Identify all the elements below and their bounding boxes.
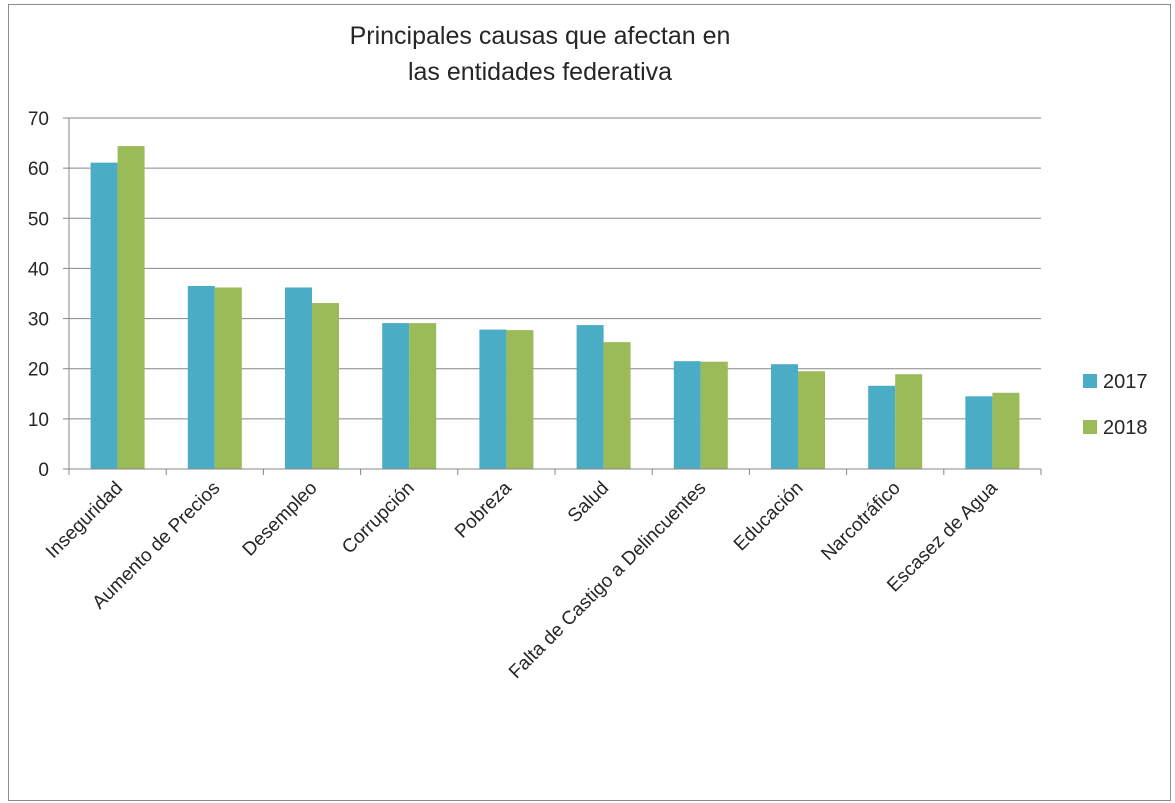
x-tick-label: Corrupción bbox=[338, 478, 419, 559]
bar-2018 bbox=[992, 392, 1020, 469]
x-tick-label: Salud bbox=[564, 478, 613, 527]
bar-2018 bbox=[798, 371, 825, 469]
y-tick-label: 0 bbox=[38, 460, 49, 481]
x-tick-label: Narcotráfico bbox=[817, 478, 904, 565]
bar-2017 bbox=[673, 361, 701, 469]
x-tick-label: Desempleo bbox=[239, 478, 322, 561]
bar-2017 bbox=[90, 162, 118, 469]
legend-label-2018: 2018 bbox=[1103, 417, 1148, 439]
bar-2017 bbox=[285, 287, 312, 469]
bar-2018 bbox=[506, 330, 534, 469]
bar-2018 bbox=[409, 323, 437, 469]
y-tick-label: 20 bbox=[28, 360, 49, 381]
chart-title-line2: las entidades federativa bbox=[407, 58, 673, 86]
chart-title-line1: Principales causas que afectan en bbox=[349, 22, 731, 50]
bar-2018 bbox=[117, 146, 145, 469]
y-tick-label: 40 bbox=[28, 259, 49, 280]
bar-2018 bbox=[700, 361, 728, 469]
y-tick-label: 30 bbox=[28, 310, 49, 331]
legend-label-2017: 2017 bbox=[1103, 371, 1148, 393]
bar-2017 bbox=[187, 285, 215, 469]
bar-2017 bbox=[771, 364, 798, 469]
y-tick-label: 60 bbox=[28, 159, 49, 180]
axes bbox=[63, 117, 1042, 475]
y-tick-label: 70 bbox=[28, 109, 49, 130]
legend: 2017 2018 bbox=[1083, 371, 1148, 439]
y-tick-label: 50 bbox=[28, 209, 49, 230]
x-tick-label: Inseguridad bbox=[42, 478, 127, 563]
bar-2018 bbox=[895, 374, 923, 469]
legend-swatch-2018 bbox=[1083, 420, 1097, 434]
bar-2017 bbox=[382, 323, 410, 469]
bar-2017 bbox=[965, 396, 993, 469]
bar-2018 bbox=[603, 342, 631, 469]
bar-2018 bbox=[312, 303, 339, 469]
bar-2017 bbox=[576, 325, 604, 469]
x-tick-label: Pobreza bbox=[451, 477, 516, 542]
bar-2017 bbox=[868, 385, 896, 469]
x-tick-label: Falta de Castigo a Delincuentes bbox=[505, 478, 710, 683]
y-tick-label: 10 bbox=[28, 410, 49, 431]
x-tick-label: Educación bbox=[730, 478, 808, 556]
legend-swatch-2017 bbox=[1083, 374, 1097, 388]
bar-2017 bbox=[479, 329, 507, 469]
bars bbox=[90, 146, 1020, 469]
bar-2018 bbox=[214, 287, 242, 469]
